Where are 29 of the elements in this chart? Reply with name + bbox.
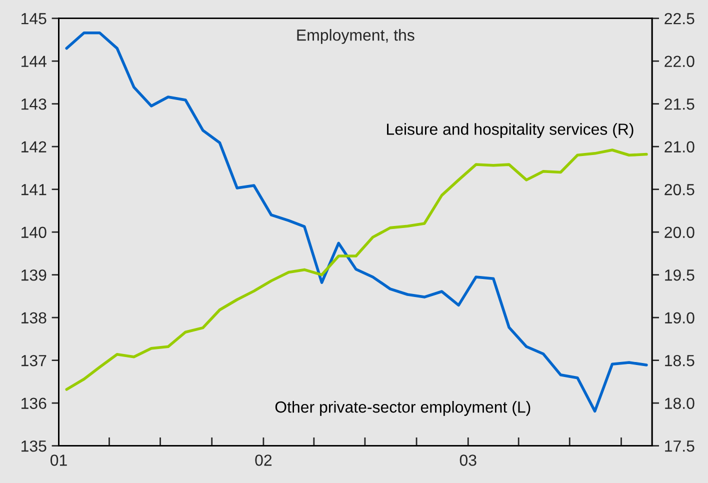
y-tick-label: 137	[22, 354, 46, 366]
y2-tick-label: 22.5	[664, 12, 694, 24]
y2-tick-label: 20.0	[664, 226, 694, 238]
y2-tick-label: 18.5	[665, 354, 694, 366]
y2-tick-label: 22.0	[664, 56, 694, 68]
y2-tick-label: 18.0	[665, 398, 694, 410]
y-tick-label: 138	[22, 312, 46, 324]
y-tick-label: 141	[22, 184, 46, 196]
y-tick-label: 143	[22, 98, 46, 110]
y2-tick-label: 20.5	[664, 184, 694, 196]
x-tick-label: 02	[255, 454, 272, 466]
x-tick-label: 01	[50, 454, 67, 466]
y-tick-label: 136	[22, 398, 46, 410]
y-tick-label: 140	[22, 226, 46, 238]
x-tick-label: 03	[460, 454, 476, 466]
y2-tick-label: 21.5	[664, 98, 694, 110]
text: Employment, ths	[297, 29, 414, 44]
series-label: Leisure and hospitality services (R)	[387, 123, 634, 138]
y-tick-label: 135	[22, 440, 46, 452]
y-tick-label: 142	[22, 141, 46, 152]
y2-tick-label: 21.0	[664, 141, 694, 153]
y-tick-label: 139	[22, 269, 46, 281]
y2-tick-label: 19.0	[665, 312, 694, 324]
line-series	[65, 148, 648, 391]
y2-tick-label: 17.5	[665, 440, 694, 452]
y2-tick-label: 19.5	[665, 269, 694, 281]
text: Other private-sector employment (L)	[275, 401, 530, 416]
y-tick-label: 145	[22, 13, 46, 24]
y-tick-label: 144	[22, 56, 46, 67]
